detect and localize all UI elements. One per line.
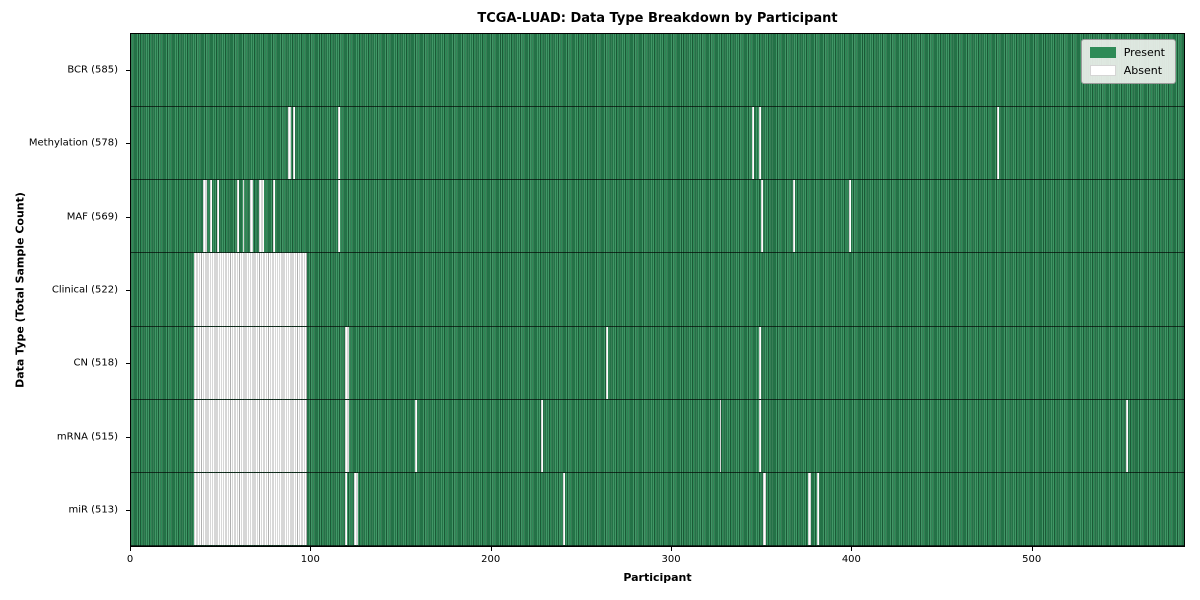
- absent-stripe: [345, 326, 349, 399]
- legend-present-label: Present: [1123, 46, 1165, 59]
- absent-stripe: [194, 253, 308, 326]
- row-Clinical: [131, 253, 1184, 327]
- absent-stripe: [606, 326, 608, 399]
- y-tick-label-CN: CN (518): [73, 357, 118, 369]
- x-tick-label: 0: [126, 554, 134, 565]
- y-tick-mark: [126, 69, 130, 71]
- absent-stripe: [338, 180, 340, 253]
- absent-stripe: [354, 472, 358, 545]
- y-tick-label-Methylation: Methylation (578): [28, 137, 118, 149]
- absent-stripe: [258, 180, 265, 253]
- row-CN: [131, 326, 1184, 400]
- absent-stripe: [759, 107, 761, 180]
- absent-stripe: [807, 472, 812, 545]
- absent-stripe: [194, 472, 308, 545]
- absent-swatch-icon: [1089, 65, 1116, 76]
- y-tick-mark: [126, 510, 130, 512]
- absent-stripe: [237, 180, 239, 253]
- present-swatch-icon: [1089, 47, 1116, 58]
- absent-stripe: [759, 399, 761, 472]
- absent-stripe: [996, 107, 999, 180]
- absent-stripe: [338, 107, 340, 180]
- absent-stripe: [541, 399, 544, 472]
- y-tick-mark: [126, 290, 130, 291]
- legend-item-present: Present: [1089, 46, 1165, 59]
- absent-stripe: [752, 107, 754, 180]
- row-MAF: [131, 180, 1184, 254]
- absent-stripe: [793, 180, 796, 253]
- y-tick-mark: [126, 363, 130, 365]
- row-miR: [131, 472, 1184, 546]
- absent-stripe: [761, 180, 763, 253]
- x-tick-label: 400: [841, 554, 861, 565]
- x-tick-label: 100: [300, 554, 320, 565]
- absent-stripe: [762, 472, 767, 545]
- y-tick-label-Clinical: Clinical (522): [51, 284, 118, 296]
- absent-stripe: [249, 180, 254, 253]
- row-BCR: [131, 34, 1184, 108]
- x-tick-mark: [130, 547, 131, 551]
- y-tick-mark: [126, 436, 130, 438]
- x-tick-label: 300: [661, 554, 681, 565]
- y-tick-mark: [126, 216, 130, 218]
- y-tick-label-BCR: BCR (585): [67, 64, 118, 76]
- chart-title: TCGA-LUAD: Data Type Breakdown by Partic…: [477, 11, 838, 26]
- absent-stripe: [203, 180, 207, 253]
- absent-stripe: [415, 399, 418, 472]
- y-tick-label-mRNA: mRNA (515): [56, 431, 118, 443]
- x-tick-mark: [851, 547, 853, 551]
- absent-stripe: [345, 472, 347, 545]
- absent-stripe: [210, 180, 212, 253]
- absent-stripe: [1126, 399, 1129, 472]
- absent-stripe: [217, 180, 220, 253]
- absent-stripe: [242, 180, 245, 253]
- x-tick-label: 500: [1022, 554, 1042, 565]
- legend-item-absent: Absent: [1089, 64, 1165, 77]
- row-mRNA: [131, 399, 1184, 473]
- absent-stripe: [273, 180, 275, 253]
- absent-stripe: [194, 326, 308, 399]
- y-tick-mark: [126, 143, 130, 145]
- absent-stripe: [816, 472, 819, 545]
- x-tick-mark: [490, 547, 492, 551]
- legend: Present Absent: [1080, 39, 1176, 84]
- absent-stripe: [759, 326, 761, 399]
- legend-absent-label: Absent: [1123, 64, 1163, 77]
- y-tick-label-MAF: MAF (569): [66, 211, 118, 223]
- absent-stripe: [563, 472, 565, 545]
- absent-stripe: [849, 180, 851, 253]
- absent-stripe: [287, 107, 292, 180]
- x-axis-label: Participant: [623, 571, 692, 584]
- x-tick-label: 200: [481, 554, 501, 565]
- x-tick-mark: [1031, 547, 1033, 551]
- absent-stripe: [345, 399, 349, 472]
- absent-stripe: [719, 399, 722, 472]
- absent-stripe: [194, 399, 308, 472]
- plot-area: Present Absent: [130, 33, 1185, 547]
- x-tick-mark: [671, 547, 673, 551]
- x-tick-mark: [310, 547, 312, 551]
- row-Methylation: [131, 107, 1184, 181]
- absent-stripe: [293, 107, 295, 180]
- y-tick-label-miR: miR (513): [68, 504, 118, 516]
